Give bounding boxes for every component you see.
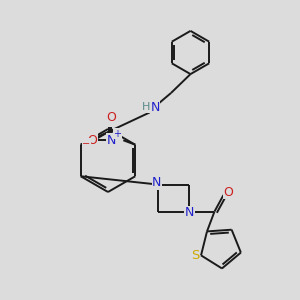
Text: O: O bbox=[224, 185, 233, 199]
Text: N: N bbox=[106, 134, 116, 147]
Text: N: N bbox=[150, 100, 160, 114]
Text: +: + bbox=[113, 129, 121, 139]
Text: O: O bbox=[88, 134, 98, 147]
Text: −: − bbox=[82, 139, 90, 149]
Text: N: N bbox=[185, 206, 194, 220]
Text: H: H bbox=[142, 102, 150, 112]
Text: N: N bbox=[152, 176, 162, 190]
Text: O: O bbox=[106, 111, 116, 124]
Text: S: S bbox=[191, 249, 200, 262]
